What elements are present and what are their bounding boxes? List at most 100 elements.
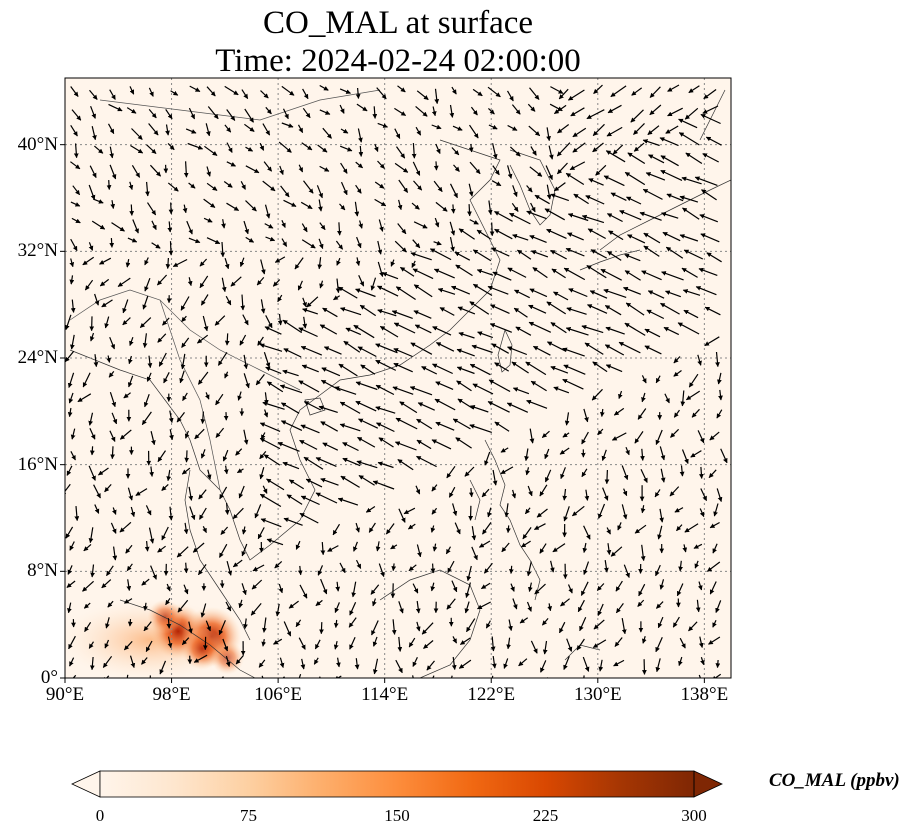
wind-arrow [335,240,344,250]
wind-arrow [530,380,547,392]
wind-arrow [470,405,489,413]
wind-arrow [220,526,229,535]
wind-arrow [148,123,159,136]
wind-arrow [255,374,265,386]
wind-arrow [487,107,495,115]
wind-arrow [277,313,283,326]
wind-arrow [167,142,175,151]
wind-arrow [684,523,699,533]
wind-arrow [105,617,110,629]
wind-arrow [698,674,703,678]
wind-arrow [720,448,728,464]
wind-arrow [259,437,281,450]
wind-arrow [529,87,540,100]
wind-arrow [681,176,702,185]
wind-arrow [200,294,209,306]
wind-arrow [65,483,71,496]
wind-arrow [339,203,346,211]
wind-arrow [241,89,249,100]
wind-arrow [202,315,209,332]
wind-arrow [546,184,552,200]
wind-arrow [640,544,646,562]
wind-arrow [581,214,605,224]
wind-arrow [437,287,456,295]
wind-arrow [646,309,665,320]
wind-arrow [377,308,397,317]
wind-arrow [265,315,273,329]
wind-arrow [685,152,703,165]
wind-arrow [515,326,532,336]
wind-arrow [534,194,550,205]
wind-arrow [659,508,664,523]
wind-arrow [618,341,641,354]
wind-arrow [90,105,96,119]
wind-arrow [610,85,627,98]
wind-arrow [480,582,491,590]
wind-arrow [353,324,375,339]
wind-arrow [318,199,323,212]
wind-arrow [188,237,201,244]
wind-arrow [641,636,647,644]
wind-arrow [260,259,266,275]
wind-arrow [69,275,75,285]
wind-arrow [558,88,569,100]
wind-arrow [565,247,585,257]
wind-vectors [65,84,728,678]
wind-arrow [623,286,642,295]
wind-arrow [503,658,509,669]
wind-arrow [126,107,137,114]
wind-arrow [467,204,472,217]
wind-arrow [218,543,228,558]
colorbar-label: CO_MAL (ppbv) [769,770,900,791]
wind-arrow [89,89,98,100]
wind-arrow [655,636,663,653]
wind-arrow [224,333,230,346]
wind-arrow [167,636,173,649]
wind-arrow [423,640,434,649]
wind-arrow [168,410,174,423]
wind-arrow [644,345,662,355]
wind-arrow [447,560,455,574]
lon-tick-label: 114°E [361,684,409,705]
wind-arrow [688,85,700,94]
wind-arrow [206,237,221,245]
wind-arrow [180,353,186,370]
wind-arrow [398,601,404,614]
wind-arrow [315,457,337,467]
wind-arrow [143,393,150,408]
wind-arrow [358,220,363,229]
wind-arrow [633,142,645,152]
wind-arrow [261,638,267,647]
wind-arrow [323,346,342,355]
wind-arrow [522,527,532,540]
wind-arrow [266,381,284,393]
wind-arrow [596,583,605,591]
wind-arrow [297,565,303,576]
wind-arrow [342,442,359,452]
wind-arrow [318,238,324,250]
wind-arrow [205,392,210,400]
wind-arrow [125,544,133,554]
wind-arrow [698,267,718,276]
wind-arrow [600,268,622,281]
wind-arrow [513,307,528,318]
wind-arrow [446,598,456,610]
wind-arrow [343,340,361,353]
wind-arrow [415,126,422,136]
wind-arrow [334,675,342,678]
wind-arrow [598,503,606,519]
wind-arrow [259,422,281,432]
wind-arrow [301,364,319,373]
wind-arrow [82,580,95,592]
wind-arrow [416,455,437,468]
wind-arrow [583,675,585,678]
wind-arrow [182,204,188,214]
wind-arrow [355,288,376,298]
wind-arrow [148,109,157,119]
wind-arrow [70,238,78,252]
wind-arrow [241,526,247,535]
wind-arrow [445,546,452,555]
wind-arrow [704,336,720,347]
wind-arrow [181,315,187,322]
wind-arrow [127,619,133,627]
